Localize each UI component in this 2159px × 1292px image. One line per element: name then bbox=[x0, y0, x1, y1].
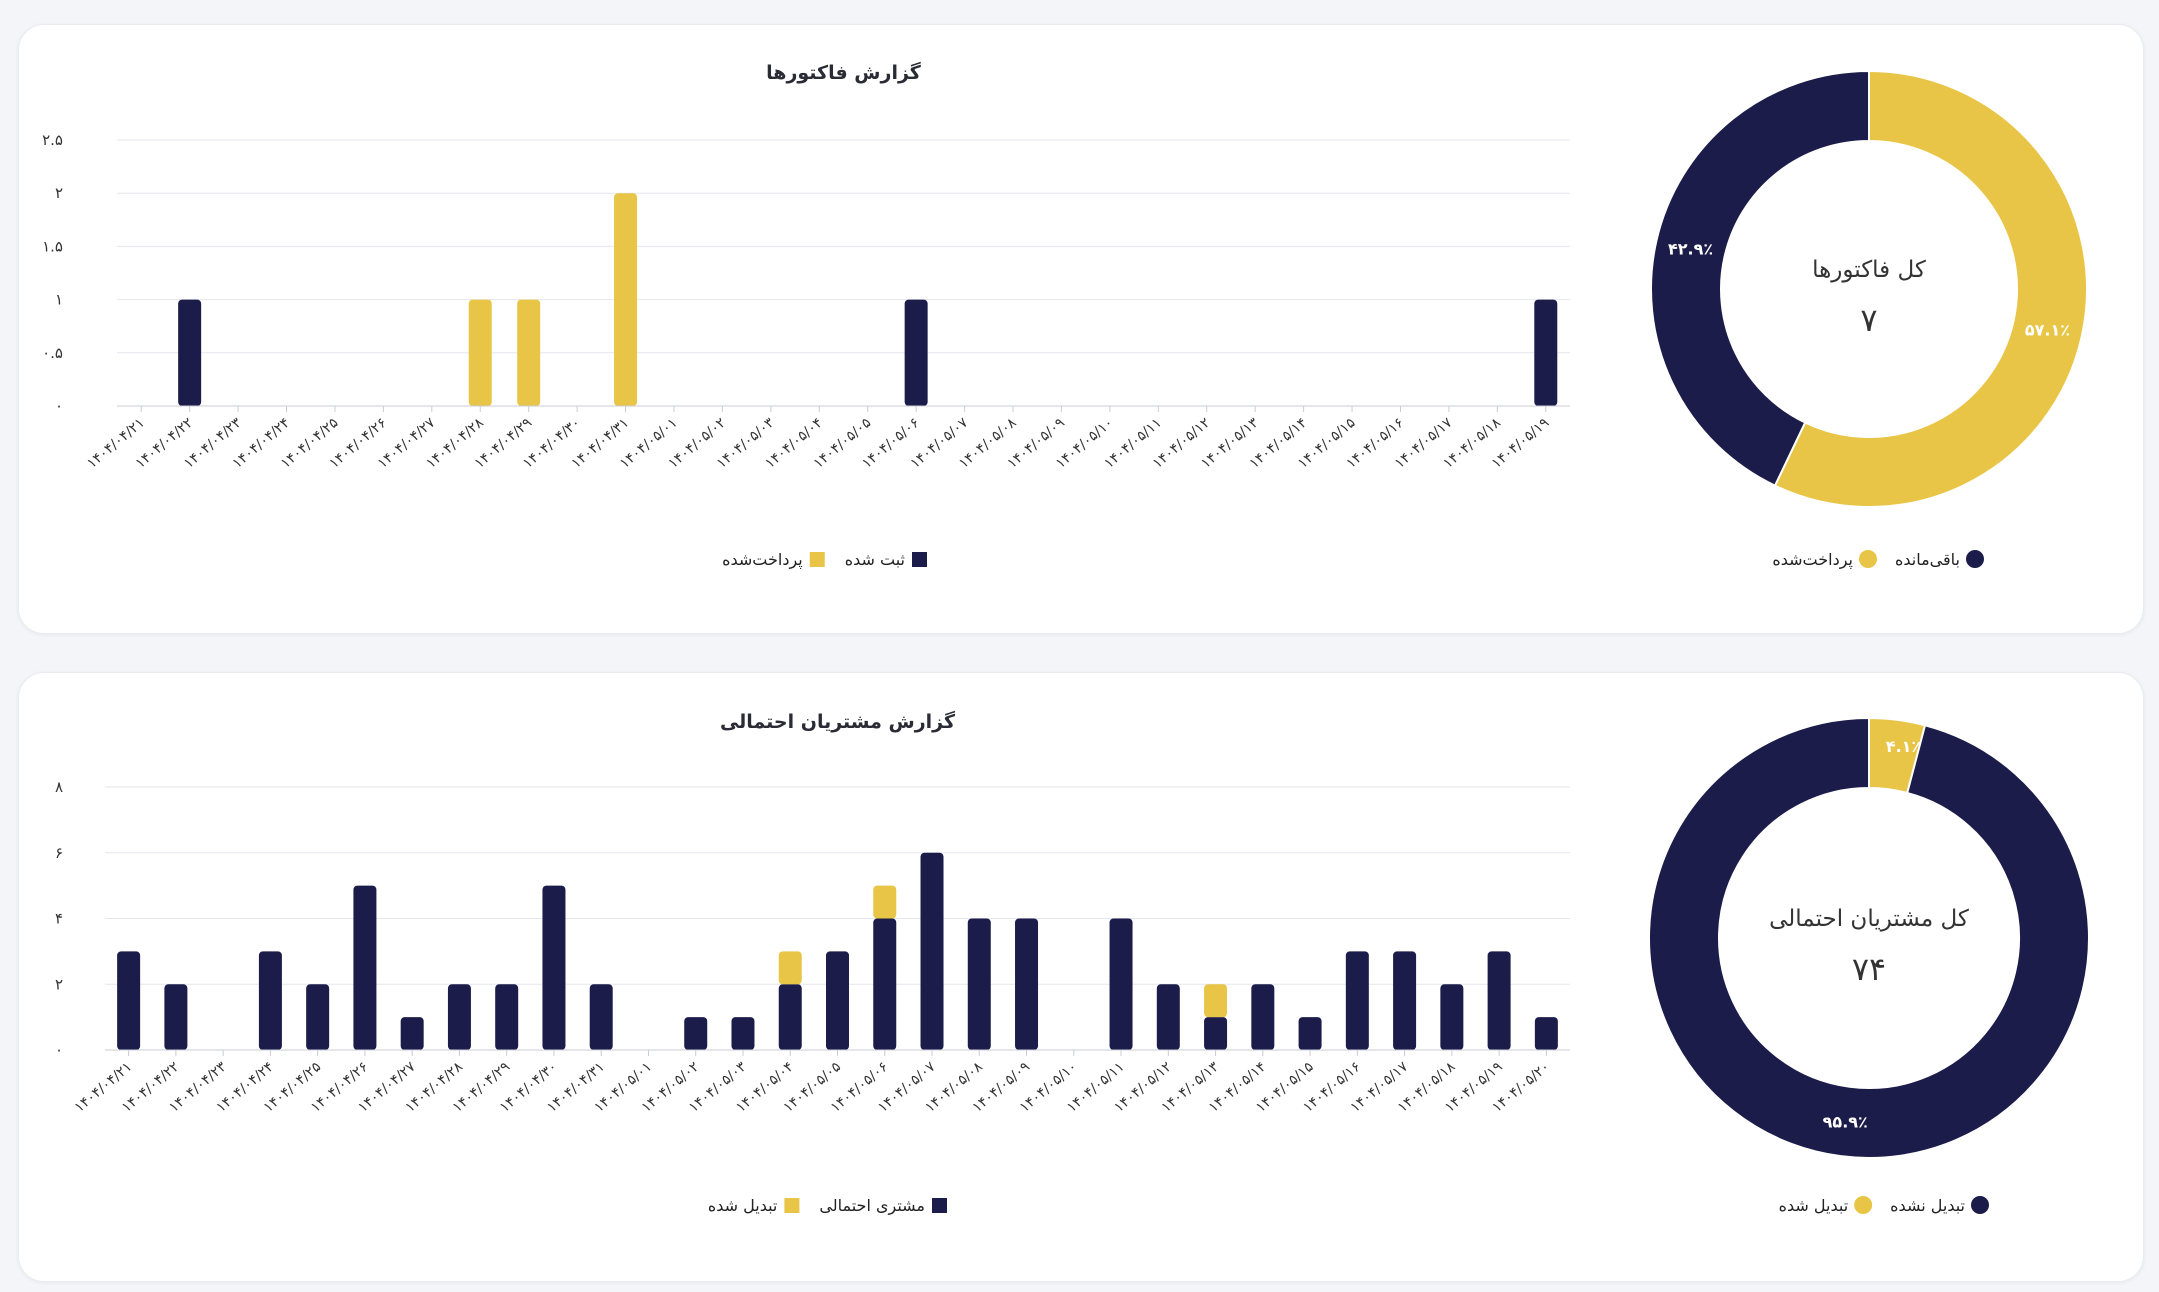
legend-label: پرداخت‌شده bbox=[722, 550, 803, 570]
bar-invoices-series-0 bbox=[904, 299, 928, 406]
bar-leads-series-0 bbox=[306, 984, 330, 1050]
bar-leads-series-0 bbox=[1487, 951, 1511, 1050]
bar-leads-series-1 bbox=[873, 885, 897, 919]
legend-swatch bbox=[912, 552, 927, 567]
bar-invoices-series-1 bbox=[468, 299, 492, 406]
donut-slice-leads-1 bbox=[1648, 716, 2090, 1159]
invoices-donut-total: ۷ bbox=[1860, 301, 1877, 339]
leads-chart-title: گزارش مشتریان احتمالی bbox=[720, 710, 956, 733]
bar-leads-series-0 bbox=[1015, 918, 1039, 1050]
bar-leads-series-0 bbox=[1109, 918, 1133, 1050]
leads-bar-chart: گزارش مشتریان احتمالی۰۲۴۶۸۱۴۰۴/۰۴/۲۱۱۴۰۴… bbox=[55, 710, 1570, 1216]
bar-leads-series-0 bbox=[778, 984, 802, 1050]
invoices-bar-chart: گزارش فاکتورها۰۰.۵۱۱.۵۲۲.۵۱۴۰۴/۰۴/۲۱۱۴۰۴… bbox=[42, 61, 1570, 570]
legend-label: مشتری احتمالی bbox=[819, 1196, 925, 1216]
bar-leads-series-0 bbox=[400, 1017, 424, 1050]
legend-dot bbox=[1966, 550, 1984, 568]
legend-dot bbox=[1971, 1196, 1989, 1214]
bar-leads-series-0 bbox=[967, 918, 991, 1050]
bar-leads-series-0 bbox=[353, 885, 377, 1050]
legend-label: باقی‌مانده bbox=[1895, 550, 1960, 569]
y-tick-label: ۰.۵ bbox=[42, 344, 63, 362]
bar-leads-series-0 bbox=[447, 984, 471, 1050]
bar-invoices-series-1 bbox=[517, 299, 541, 406]
donut-slice-invoices-1 bbox=[1649, 69, 1870, 487]
bar-leads-series-0 bbox=[1345, 951, 1369, 1050]
bar-leads-series-0 bbox=[1156, 984, 1180, 1050]
slice-value-label: ۹۵.۹٪ bbox=[1823, 1112, 1868, 1131]
invoices-chart-title: گزارش فاکتورها bbox=[766, 61, 922, 84]
legend-dot bbox=[1859, 550, 1877, 568]
y-tick-label: ۲ bbox=[55, 184, 63, 202]
bar-leads-series-0 bbox=[920, 852, 944, 1050]
bar-leads-series-0 bbox=[589, 984, 613, 1050]
slice-value-label: ۵۷.۱٪ bbox=[2025, 320, 2070, 339]
leads-donut-total: ۷۴ bbox=[1852, 950, 1886, 988]
legend-swatch bbox=[784, 1198, 800, 1213]
y-tick-label: ۰ bbox=[55, 1041, 63, 1059]
bar-leads-series-0 bbox=[1393, 951, 1417, 1050]
bar-leads-series-0 bbox=[731, 1017, 755, 1050]
bar-leads-series-0 bbox=[495, 984, 519, 1050]
bar-leads-series-0 bbox=[1440, 984, 1464, 1050]
bar-leads-series-0 bbox=[684, 1017, 708, 1050]
invoices-donut-title: کل فاکتورها bbox=[1812, 257, 1926, 283]
invoices-donut-chart: ۵۷.۱٪ ۴۲.۹٪ کل فاکتورها ۷ باقی‌مانده پرداخت‌ش… bbox=[1649, 69, 2088, 570]
bar-leads-series-0 bbox=[1204, 1017, 1228, 1050]
bar-leads-series-0 bbox=[1298, 1017, 1322, 1050]
bar-leads-series-0 bbox=[873, 918, 897, 1050]
bar-leads-series-0 bbox=[826, 951, 849, 1050]
bar-leads-series-0 bbox=[542, 885, 566, 1050]
bar-leads-series-0 bbox=[1534, 1017, 1558, 1050]
bar-invoices-series-1 bbox=[614, 193, 638, 406]
legend-label: پرداخت‌شده bbox=[1772, 550, 1853, 570]
legend-swatch bbox=[809, 552, 825, 567]
slice-value-label: ۴۲.۹٪ bbox=[1668, 240, 1713, 259]
y-tick-label: ۱ bbox=[55, 291, 63, 309]
bar-invoices-series-0 bbox=[1534, 299, 1558, 406]
bar-leads-series-0 bbox=[258, 951, 282, 1050]
y-tick-label: ۴ bbox=[55, 910, 63, 928]
bar-leads-series-0 bbox=[117, 951, 141, 1050]
bar-leads-series-1 bbox=[1204, 984, 1228, 1018]
y-tick-label: ۱.۵ bbox=[42, 237, 63, 255]
donut-slice-invoices-0 bbox=[1773, 69, 2088, 508]
leads-donut-chart: ۴.۱٪ ۹۵.۹٪ کل مشتریان احتمالی ۷۴ تبدیل نشده ت… bbox=[1648, 716, 2090, 1215]
y-tick-label: ۶ bbox=[55, 844, 63, 862]
bar-leads-series-0 bbox=[1251, 984, 1275, 1050]
y-tick-label: ۰ bbox=[55, 397, 63, 415]
y-tick-label: ۸ bbox=[55, 778, 63, 796]
y-tick-label: ۲ bbox=[55, 975, 63, 993]
legend-dot bbox=[1854, 1196, 1873, 1214]
invoices-report-card: گزارش فاکتورها ۰ ۰.۵ ۱ ۱.۵ ۲ ۲.۵ ۱۴۰۴/۰۴/۲۱ ۱۴۰۴… bbox=[18, 24, 2144, 634]
legend-label: تبدیل شده bbox=[1779, 1196, 1849, 1215]
y-tick-label: ۲.۵ bbox=[42, 131, 63, 149]
legend-swatch bbox=[932, 1198, 947, 1213]
legend-label: ثبت شده bbox=[845, 550, 905, 569]
bar-leads-series-1 bbox=[778, 951, 802, 985]
leads-donut-title: کل مشتریان احتمالی bbox=[1769, 906, 1969, 932]
slice-value-label: ۴.۱٪ bbox=[1886, 737, 1921, 756]
legend-label: تبدیل نشده bbox=[1890, 1196, 1965, 1215]
leads-report-card: گزارش مشتریان احتمالی ۰ ۲ ۴ ۶ ۸ ۱۴۰۴/۰۴/۲۱ ۱۴۰۴… bbox=[18, 672, 2144, 1282]
bar-leads-series-0 bbox=[164, 984, 188, 1050]
bar-invoices-series-0 bbox=[178, 299, 202, 406]
legend-label: تبدیل شده bbox=[708, 1196, 778, 1215]
